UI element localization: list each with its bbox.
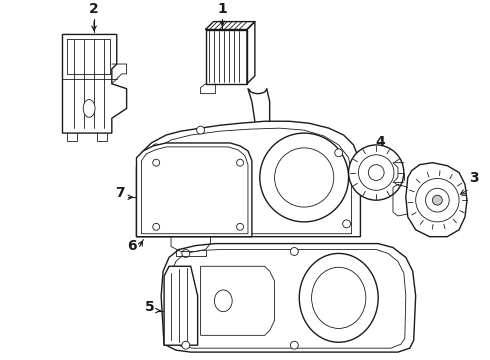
Polygon shape [63, 35, 126, 133]
Circle shape [359, 155, 394, 190]
Circle shape [153, 223, 160, 230]
Circle shape [260, 133, 348, 222]
Circle shape [196, 126, 204, 134]
Text: 4: 4 [375, 135, 385, 149]
Text: 6: 6 [127, 239, 136, 252]
Polygon shape [144, 128, 351, 234]
Ellipse shape [312, 267, 366, 328]
Polygon shape [406, 163, 467, 237]
Text: 7: 7 [115, 186, 124, 200]
Circle shape [182, 249, 190, 257]
Circle shape [416, 179, 459, 222]
Circle shape [433, 195, 442, 205]
Text: 1: 1 [218, 2, 227, 16]
Polygon shape [137, 121, 361, 237]
Polygon shape [164, 266, 197, 345]
Ellipse shape [299, 253, 378, 342]
Circle shape [274, 148, 334, 207]
Circle shape [153, 159, 160, 166]
Polygon shape [169, 249, 406, 348]
Circle shape [237, 159, 244, 166]
Circle shape [291, 248, 298, 256]
Text: 2: 2 [89, 2, 99, 16]
Circle shape [152, 144, 160, 152]
Polygon shape [200, 266, 274, 335]
Ellipse shape [83, 100, 95, 117]
Polygon shape [137, 143, 252, 237]
Circle shape [291, 341, 298, 349]
Text: 3: 3 [469, 171, 479, 185]
Circle shape [237, 223, 244, 230]
Circle shape [343, 220, 350, 228]
Circle shape [182, 341, 190, 349]
Polygon shape [142, 147, 248, 234]
Polygon shape [161, 244, 416, 352]
Circle shape [348, 145, 404, 200]
Circle shape [335, 149, 343, 157]
Ellipse shape [215, 290, 232, 312]
Circle shape [368, 165, 384, 180]
Circle shape [152, 220, 160, 228]
Text: 5: 5 [145, 300, 154, 314]
Circle shape [425, 188, 449, 212]
